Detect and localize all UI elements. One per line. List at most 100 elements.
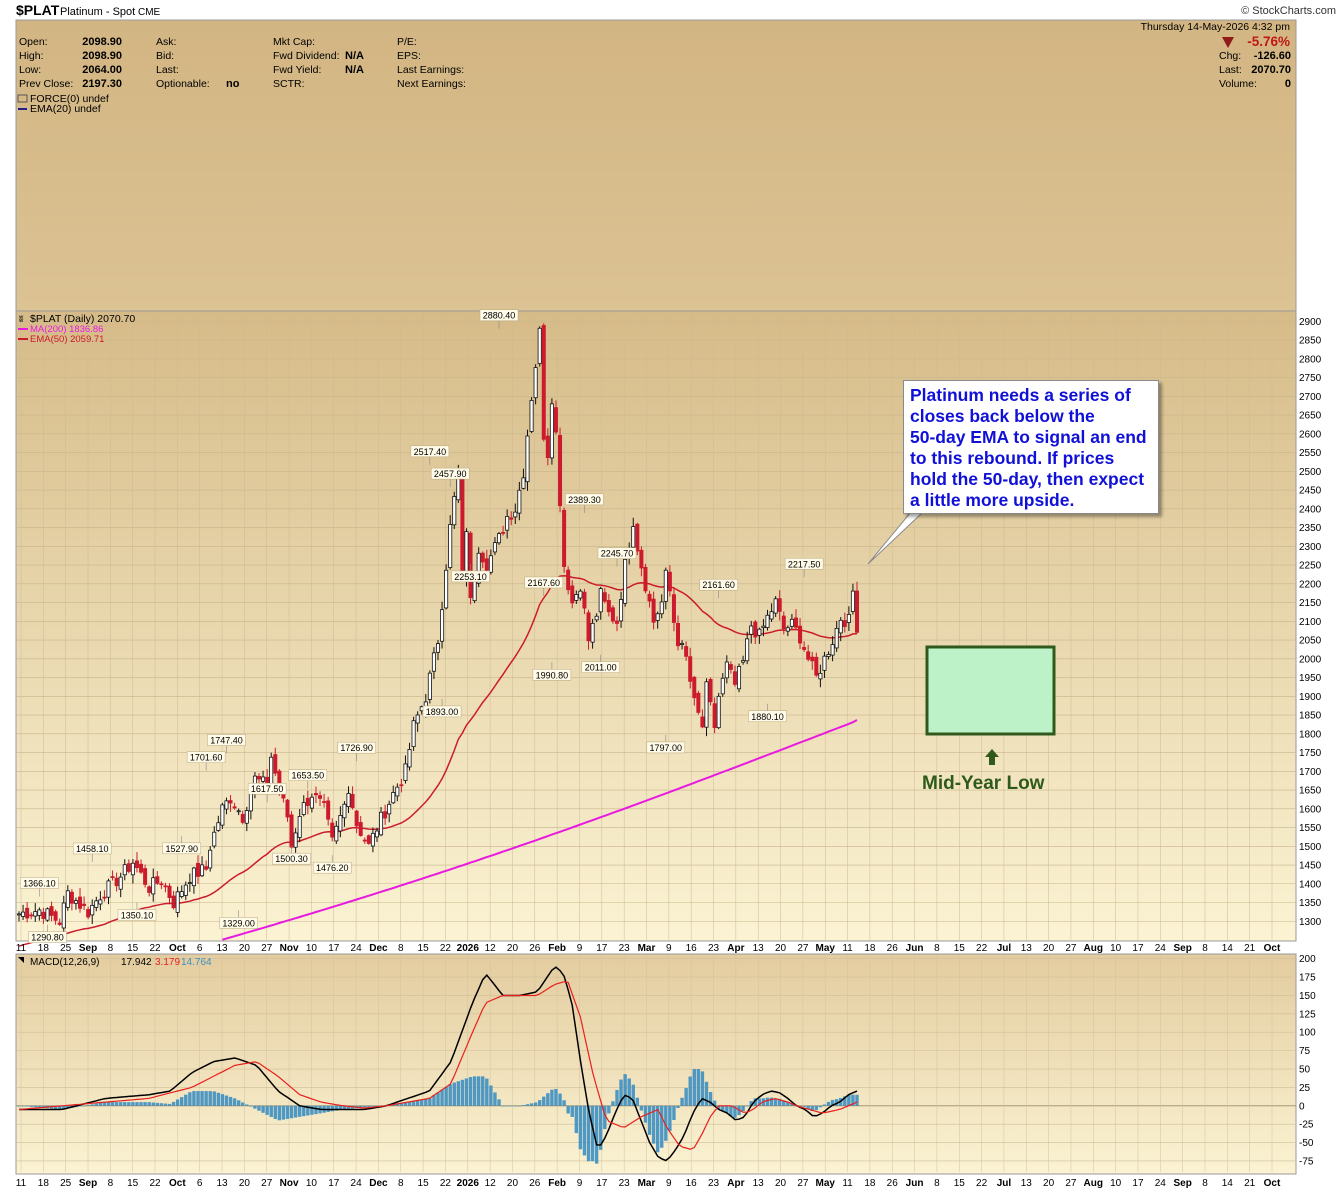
- x-tick-label: 2026: [457, 1178, 480, 1189]
- force-panel-bg: [15, 19, 1297, 312]
- x-tick-label: 20: [507, 1178, 519, 1189]
- histogram-bar: [855, 1094, 859, 1106]
- x-tick-label: 17: [328, 943, 340, 954]
- candle-body: [183, 884, 188, 896]
- histogram-bar: [570, 1105, 574, 1117]
- histogram-bar: [566, 1105, 570, 1114]
- y-tick-label: 2000: [1299, 654, 1322, 665]
- histogram-bar: [216, 1092, 221, 1106]
- signal-path: [18, 981, 858, 1150]
- candle-body: [232, 806, 237, 809]
- candle-body: [61, 902, 66, 929]
- histogram-bar: [481, 1076, 485, 1106]
- y-tick-label: 1700: [1299, 767, 1322, 778]
- force-legend: FORCE(0) undef: [30, 93, 109, 105]
- candle-body: [635, 523, 640, 552]
- histogram-bar: [562, 1100, 566, 1106]
- candle-body: [578, 590, 583, 599]
- histogram-bar: [415, 1100, 420, 1106]
- y-tick-label: 2900: [1299, 317, 1322, 328]
- quote-label: Volume:: [1219, 78, 1257, 90]
- quote-label: Open:: [19, 36, 48, 48]
- histogram-bar: [367, 1105, 371, 1107]
- x-tick-label: Aug: [1084, 1178, 1103, 1189]
- annotation-label: 1617.50: [251, 784, 284, 794]
- histogram-bar: [550, 1089, 554, 1106]
- histogram-bar: [424, 1099, 428, 1106]
- candle-body: [41, 911, 46, 919]
- histogram-bar: [208, 1091, 212, 1106]
- annotation-box: [430, 467, 470, 480]
- y-tick-label: 2600: [1299, 429, 1322, 440]
- quote-value: 2197.30: [82, 78, 122, 90]
- x-tick-label: 12: [485, 1178, 497, 1189]
- y-tick-label: 2800: [1299, 354, 1322, 365]
- candle-body: [647, 593, 652, 602]
- candle-body: [688, 656, 693, 682]
- histogram-bar: [826, 1101, 831, 1106]
- annotation-label: 2217.50: [788, 559, 821, 569]
- histogram-bar: [249, 1105, 253, 1107]
- candle-body: [362, 839, 367, 842]
- x-tick-label: May: [815, 1178, 835, 1189]
- x-tick-label: Mar: [638, 943, 656, 954]
- y-tick-label: 2250: [1299, 561, 1322, 572]
- annotation-box: [117, 909, 157, 921]
- histogram-bar: [29, 1105, 33, 1107]
- x-tick-label: 20: [507, 943, 519, 954]
- histogram-bar: [472, 1076, 477, 1106]
- histogram-bar: [114, 1102, 119, 1106]
- histogram-bar: [371, 1105, 375, 1107]
- histogram-bar: [297, 1105, 302, 1117]
- histogram-bar: [407, 1101, 412, 1106]
- candle-body: [69, 891, 74, 904]
- histogram-bar: [171, 1101, 176, 1106]
- histogram-bar: [310, 1105, 314, 1115]
- histogram-bar: [196, 1091, 200, 1106]
- annotation-label: 1747.40: [210, 736, 243, 746]
- price-annotations: 1290.80 1366.10 1458.10 1350.10 1527.90 1701.…: [20, 309, 824, 943]
- annotation-box: [207, 734, 246, 746]
- ema20-legend: EMA(20) undef: [30, 103, 101, 115]
- histogram-bar: [289, 1105, 294, 1119]
- quote-label: SCTR:: [273, 78, 305, 90]
- x-tick-label: 10: [1110, 943, 1122, 954]
- candle-body: [200, 864, 205, 877]
- candle-body: [545, 435, 550, 459]
- candle-body: [639, 549, 644, 569]
- candle-body: [582, 591, 587, 609]
- histogram-bar: [293, 1105, 298, 1118]
- candle-body: [86, 909, 91, 918]
- candle-body: [326, 800, 331, 820]
- macd-legend-value: 17.942: [121, 957, 152, 968]
- macd-legend-name: MACD(12,26,9): [30, 957, 99, 968]
- candle-body: [151, 877, 156, 895]
- candle-body: [297, 816, 302, 838]
- histogram-bar: [611, 1101, 615, 1106]
- candle-body: [509, 517, 514, 520]
- annotation-label: 1893.00: [426, 707, 459, 717]
- histogram-bar: [277, 1105, 282, 1121]
- x-tick-label: 23: [619, 1178, 631, 1189]
- y-tick-label: -75: [1299, 1156, 1314, 1167]
- quote-value: 2098.90: [82, 36, 122, 48]
- histogram-bar: [139, 1102, 143, 1106]
- annotation-label: 2389.30: [568, 495, 601, 505]
- x-tick-label: Apr: [727, 943, 744, 954]
- candle-body: [334, 825, 339, 842]
- x-tick-label: 6: [197, 943, 203, 954]
- x-tick-label: 26: [887, 1178, 899, 1189]
- histogram-bar: [517, 1105, 522, 1107]
- x-tick-label: 15: [954, 1178, 966, 1189]
- quote-label: Last:: [156, 64, 179, 76]
- y-tick-label: 175: [1299, 973, 1316, 984]
- x-tick-label: 27: [797, 943, 809, 954]
- x-tick-label: Feb: [548, 1178, 566, 1189]
- histogram-bar: [660, 1105, 664, 1148]
- x-tick-label: 8: [398, 943, 404, 954]
- histogram-bar: [782, 1100, 786, 1106]
- histogram-bar: [749, 1101, 753, 1106]
- x-tick-label: 23: [619, 943, 631, 954]
- mid-year-low-box: [925, 645, 1056, 736]
